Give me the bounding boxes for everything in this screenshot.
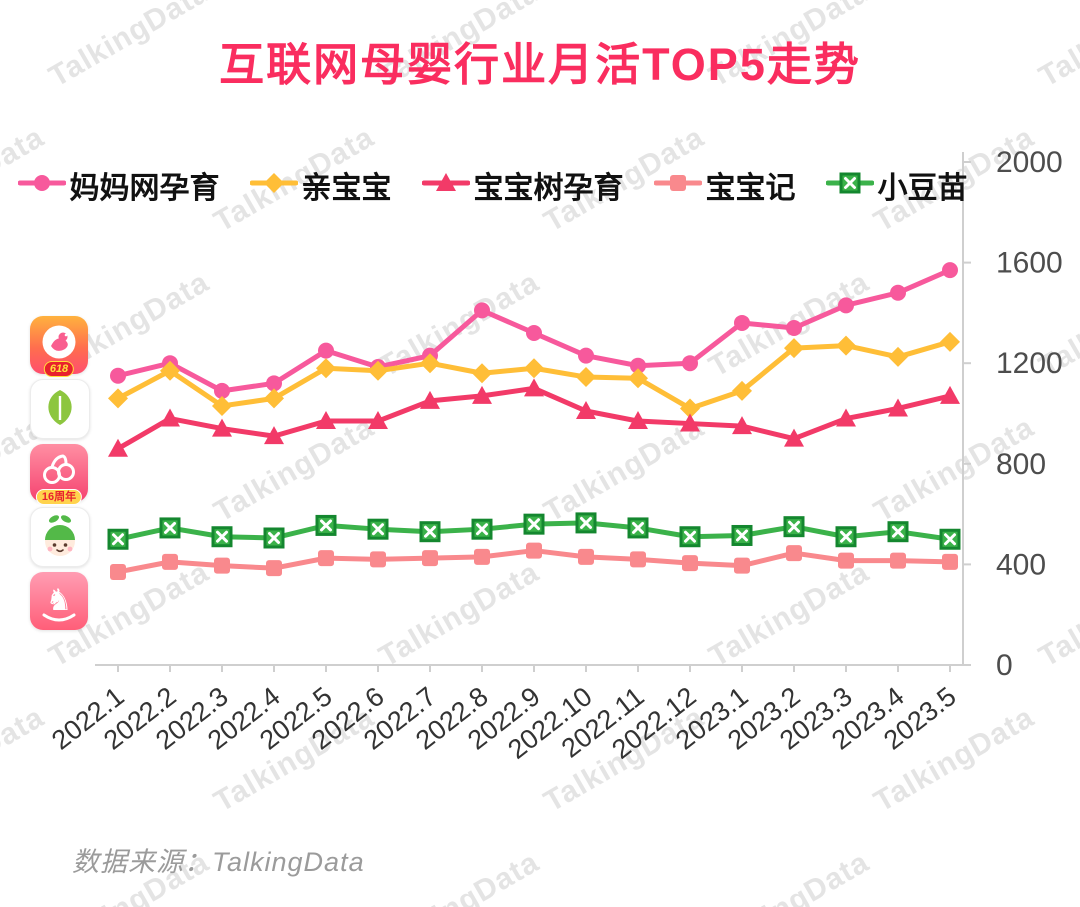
y-tick-label: 1600: [996, 247, 1063, 280]
baobaoshu-pregnancy-app-icon: 16周年: [30, 444, 88, 505]
chart-legend: 妈妈网孕育 亲宝宝 宝宝树孕育 宝宝记 小豆苗: [0, 163, 985, 207]
diamond-marker-icon: [249, 169, 298, 202]
legend-item-xiaodoumiao: 小豆苗: [825, 163, 968, 207]
crossed-square-marker-icon: [825, 169, 874, 202]
mamawang-pregnancy-app-icon: 618: [30, 316, 88, 377]
series-4: [107, 512, 961, 550]
app-icon-column: 618 16周年: [30, 316, 90, 630]
series-2: [108, 378, 960, 457]
y-tick-label: 0: [996, 649, 1013, 682]
sprout-baby-face-icon: [45, 515, 75, 556]
y-tick-label: 800: [996, 448, 1046, 481]
rocking-horse-icon: ♞: [42, 584, 76, 622]
legend-item-baobaoji: 宝宝记: [653, 163, 796, 207]
leaf-icon: [48, 390, 72, 425]
y-tick-label: 400: [996, 548, 1046, 581]
badge-618: 618: [43, 361, 75, 377]
badge-16th-anniversary: 16周年: [35, 489, 83, 505]
baby-icon: [42, 325, 76, 359]
series-1: [108, 331, 960, 419]
y-tick-label: 1200: [996, 347, 1063, 380]
series-3: [110, 542, 958, 580]
legend-label: 小豆苗: [877, 172, 968, 205]
tree-circles-icon: [43, 454, 75, 484]
legend-item-qinbaobao: 亲宝宝: [249, 163, 392, 207]
svg-text:♞: ♞: [46, 584, 73, 617]
circle-marker-icon: [17, 169, 66, 202]
xiaodoumiao-app-icon: [30, 507, 90, 567]
square-marker-icon: [653, 169, 702, 202]
baobaoji-app-icon: ♞: [30, 572, 88, 630]
qinbaobao-app-icon: [30, 379, 90, 439]
legend-label: 妈妈网孕育: [69, 172, 220, 205]
legend-label: 亲宝宝: [301, 172, 392, 205]
legend-label: 宝宝树孕育: [473, 172, 624, 205]
chart-title: 互联网母婴行业月活TOP5走势: [219, 39, 861, 90]
legend-item-mamawang: 妈妈网孕育: [17, 163, 220, 207]
triangle-marker-icon: [421, 169, 470, 202]
legend-label: 宝宝记: [705, 172, 796, 205]
data-source-note: 数据来源：TalkingData: [72, 847, 365, 877]
y-tick-label: 2000: [996, 146, 1063, 179]
legend-item-baobaoshu: 宝宝树孕育: [421, 163, 624, 207]
